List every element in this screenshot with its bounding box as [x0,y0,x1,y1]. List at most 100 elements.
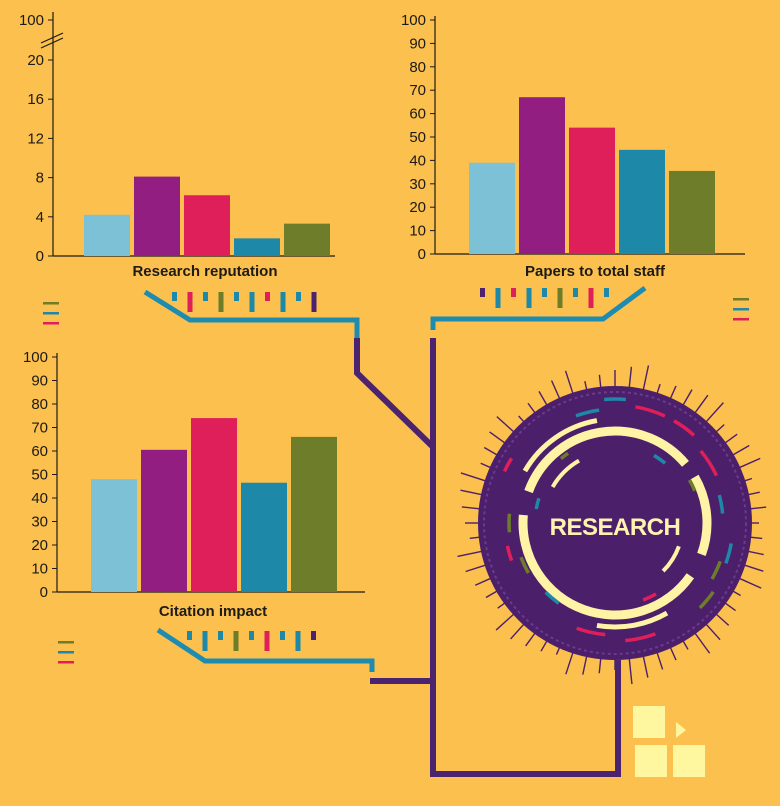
connector-line [430,338,621,777]
circle-spike [628,658,633,685]
legend-mark [43,312,59,315]
arc-dash [724,543,733,564]
pale-ring-arc [596,610,669,630]
arc-dash [653,453,667,465]
legend-mark [58,651,74,654]
y-tick-label: 60 [31,443,48,460]
circle-spike [582,655,588,675]
y-tick-label: 20 [409,199,426,216]
circle-spike [518,415,525,423]
code-dash [249,631,254,640]
y-tick-label: 100 [19,12,44,29]
pale-ring-arc [550,458,581,489]
y-tick-label: 4 [36,209,44,226]
circle-spike [744,564,764,572]
bar [84,214,130,256]
chart-papers-to-total-staff: 0 10 20 30 40 50 60 70 80 90 100 Papers to total st… [401,12,745,280]
circle-spike [480,462,492,469]
code-dash [557,288,563,308]
y-tick-label: 30 [409,176,426,193]
code-dash [526,288,532,308]
y-tick-label: 80 [31,396,48,413]
arc-dash [687,479,697,492]
chart-title: Citation impact [159,603,267,620]
y-tick-label: 12 [27,130,44,147]
code-dash [249,292,255,312]
circle-spike [732,444,750,456]
code-dash [172,292,177,301]
circle-spike [705,402,724,423]
bar [284,223,330,256]
arc-dash [673,419,696,437]
chart-title: Papers to total staff [525,263,666,280]
legend-mark [733,318,749,321]
code-dash [296,292,301,301]
code-dash [480,288,485,297]
y-tick-label: 20 [27,52,44,69]
bar [241,482,287,592]
circle-spike [469,536,480,539]
legend-mark [733,298,749,301]
circle-spike [642,365,650,391]
chart-research-reputation: 0 4 8 12 16 20 100 Research reputation [19,12,335,280]
y-tick-label: 50 [409,129,426,146]
dash-code-strips [172,288,609,651]
circle-spike [656,652,664,670]
arc-dash [502,457,514,473]
circle-spike [682,389,693,406]
arc-dash [699,449,719,477]
circle-spike [750,506,767,510]
arc-dash [519,556,530,574]
code-dash [265,292,270,301]
circle-spike [724,433,738,444]
circle-spike [550,380,561,400]
circle-spike [705,623,721,641]
arc-dash [635,405,666,418]
code-dash [311,631,316,640]
code-dash [542,288,547,297]
code-dash [218,631,223,640]
circle-spike [715,613,730,626]
circle-spike [747,550,764,556]
circle-spike [485,590,498,599]
bar [234,238,280,256]
circle-spike [682,640,689,650]
circle-outer-ring [483,391,747,655]
bar [469,162,515,254]
circle-spike [497,602,506,609]
bar [619,149,665,254]
bar [141,449,187,592]
circle-spike [565,652,574,675]
pale-ring-arc [518,514,695,620]
code-dash [604,288,609,297]
bar [569,127,615,254]
y-tick-label: 90 [31,373,48,390]
code-dash [264,631,270,651]
research-circle [457,365,767,685]
circle-spike [732,590,741,597]
connector-line [143,289,360,338]
circle-spike [538,391,548,406]
circle-spike [525,632,536,647]
y-tick-label: 100 [23,349,48,366]
research-label: RESEARCH [550,514,681,541]
circle-spike [694,394,709,414]
bar [291,436,337,592]
arc-dash [642,592,657,602]
chart-title: Research reputation [132,263,277,280]
y-tick-label: 90 [409,35,426,52]
y-tick-label: 10 [31,561,48,578]
legend-mark [43,322,59,325]
circle-spike [496,416,515,433]
pale-ring-arc [524,426,689,494]
circle-spike [555,646,561,655]
circle-spike [598,658,602,674]
bar [134,176,180,256]
y-tick-label: 16 [27,91,44,108]
circle-spike [474,577,492,586]
arc-dash [717,494,725,514]
circle-spike [747,491,760,496]
legend-mark [733,308,749,311]
circle-spike [460,472,486,482]
circle-spike [584,381,588,391]
